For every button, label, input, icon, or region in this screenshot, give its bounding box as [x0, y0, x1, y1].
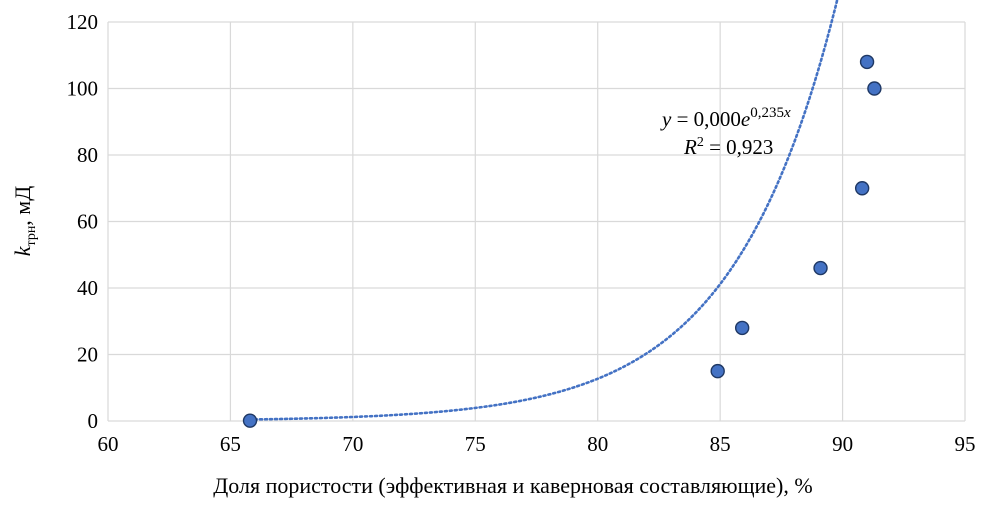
trendline — [248, 0, 839, 421]
data-point — [734, 320, 750, 336]
r2-value: = 0,923 — [704, 135, 774, 159]
equation-coef: = 0,000 — [671, 107, 741, 131]
data-point — [854, 181, 870, 196]
data-point — [867, 81, 882, 96]
data-point — [710, 363, 725, 379]
y-tick-label: 60 — [77, 210, 98, 234]
r-squared: R2 = 0,923 — [683, 135, 773, 159]
equation-e: e — [741, 107, 750, 131]
x-axis-title: Доля пористости (эффективная и кавернова… — [213, 473, 812, 498]
trendline-equation: y = 0,000e0,235x — [660, 105, 791, 131]
y-axis-k: k — [10, 245, 35, 256]
y-tick-label: 40 — [77, 276, 98, 300]
trendline-layer — [248, 0, 839, 421]
x-tick-label: 60 — [98, 432, 119, 456]
x-tick-label: 85 — [710, 432, 731, 456]
y-tick-label: 0 — [88, 409, 99, 433]
y-tick-label: 80 — [77, 143, 98, 167]
r2-superscript: 2 — [697, 135, 704, 150]
x-tick-label: 70 — [342, 432, 363, 456]
points-layer — [242, 54, 882, 428]
r2-r: R — [683, 135, 697, 159]
y-tick-label: 120 — [67, 10, 99, 34]
y-axis-subscript: трн — [24, 225, 39, 246]
y-tick-label: 100 — [67, 77, 99, 101]
y-axis-title: kтрн, мД — [10, 186, 39, 256]
equation-exponent: 0,235 — [750, 105, 784, 121]
x-tick-label: 80 — [587, 432, 608, 456]
grid — [107, 21, 966, 422]
x-tick-label: 95 — [955, 432, 976, 456]
x-tick-label: 90 — [832, 432, 853, 456]
equation-y: y — [660, 107, 672, 131]
equation-exponent-x: x — [783, 105, 791, 121]
y-axis-unit: , мД — [10, 186, 35, 226]
x-tick-label: 65 — [220, 432, 241, 456]
data-point — [242, 413, 258, 428]
x-tick-label: 75 — [465, 432, 486, 456]
y-tick-label: 20 — [77, 343, 98, 367]
tick-labels: 60 65 70 75 80 85 90 95 0 20 40 60 80 100 120 — [67, 10, 976, 456]
data-point — [859, 54, 875, 70]
data-point — [813, 260, 828, 276]
